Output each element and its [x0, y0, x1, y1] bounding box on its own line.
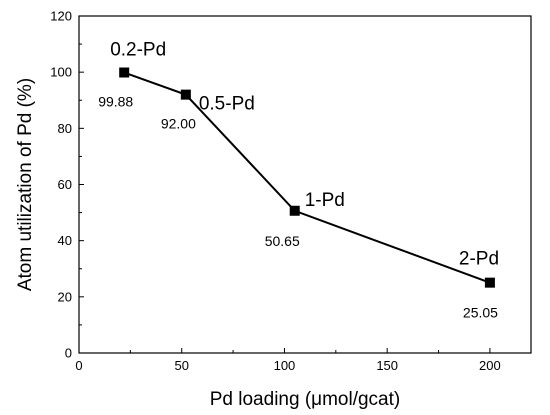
- x-tick-label: 150: [376, 358, 398, 373]
- y-tick-label: 80: [58, 121, 72, 136]
- point-name-label: 1-Pd: [305, 190, 345, 211]
- data-value-label: 92.00: [161, 116, 196, 132]
- y-tick-label: 0: [65, 346, 72, 361]
- plot-frame: [78, 15, 532, 354]
- data-value-label: 25.05: [463, 305, 498, 321]
- point-name-label: 0.5-Pd: [199, 94, 255, 115]
- series-line: [123, 71, 491, 284]
- y-axis-title: Atom utilization of Pd (%): [15, 78, 36, 291]
- x-tick-label: 200: [479, 358, 501, 373]
- x-tick-label: 100: [274, 358, 296, 373]
- y-tick-label: 100: [50, 65, 72, 80]
- y-tick-label: 120: [50, 9, 72, 24]
- y-tick-label: 60: [58, 177, 72, 192]
- y-tick-label: 20: [58, 289, 72, 304]
- point-name-label: 0.2-Pd: [110, 40, 166, 61]
- data-point-marker: [180, 89, 191, 100]
- data-point-marker: [119, 67, 130, 78]
- data-point-marker: [484, 277, 495, 288]
- y-tick-label: 40: [58, 233, 72, 248]
- data-value-label: 99.88: [98, 94, 133, 110]
- x-tick-label: 50: [174, 358, 188, 373]
- y-axis-ticks: 0 20 40 60 80 100 120: [50, 9, 84, 361]
- data-value-label: 50.65: [265, 233, 300, 249]
- data-point-marker: [289, 205, 300, 216]
- point-name-label: 2-Pd: [459, 249, 499, 270]
- x-axis-title: Pd loading (μmol/gcat): [210, 389, 400, 410]
- x-axis-ticks: 0 50 100 150 200: [75, 348, 501, 373]
- x-tick-label: 0: [75, 358, 82, 373]
